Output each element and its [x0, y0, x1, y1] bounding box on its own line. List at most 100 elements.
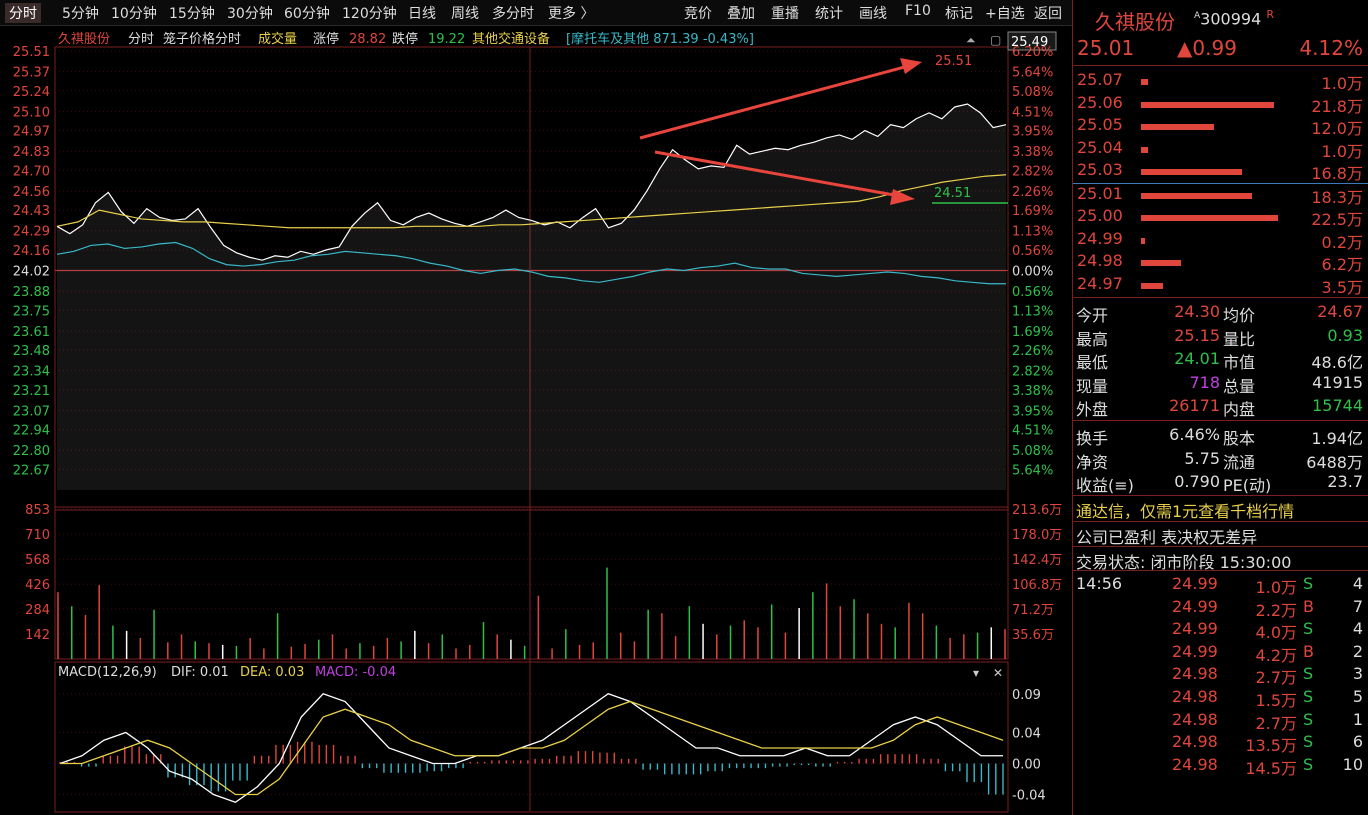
pct-tick-14: 1.69%: [1012, 325, 1053, 340]
book-divider: [1073, 183, 1368, 184]
stat-value2-1: 0.93: [1327, 325, 1363, 345]
trade-volume-7: 13.5万: [1245, 736, 1297, 756]
stat-value-1: 25.15: [1174, 325, 1220, 345]
book-bar-4: [1141, 169, 1243, 175]
tool-button-7[interactable]: +自选: [985, 6, 1025, 22]
book-price-1: 25.06: [1077, 92, 1123, 112]
trade-count-3: 2: [1352, 641, 1363, 661]
book-bar-8: [1141, 260, 1181, 266]
trade-price-6: 24.98: [1172, 709, 1218, 729]
pct-tick-9: 1.13%: [1012, 225, 1053, 240]
period-tab-10[interactable]: 更多 〉: [548, 6, 595, 22]
period-tab-4[interactable]: 30分钟: [227, 6, 273, 22]
dropdown-icon: ▾: [973, 666, 979, 680]
header-item-0: 久祺股份: [58, 32, 110, 47]
trade-side-4: S: [1303, 664, 1314, 684]
trade-volume-5: 1.5万: [1255, 691, 1297, 710]
stat2-value2-0: 1.94亿: [1311, 429, 1363, 448]
lower-arrow: [654, 150, 906, 199]
header-item-4: 涨停: [313, 31, 339, 47]
book-bar-0: [1141, 79, 1148, 85]
trade-count-2: 4: [1352, 619, 1363, 639]
stat-label2-2: 市值: [1223, 353, 1256, 372]
stat2-label2-0: 股本: [1223, 429, 1256, 448]
period-tab-9[interactable]: 多分时: [492, 6, 534, 22]
trade-count-0: 4: [1352, 574, 1363, 593]
price-tick-20: 22.80: [13, 444, 50, 459]
price-change: ▲0.99: [1177, 36, 1237, 60]
stat-label-3: 现量: [1076, 376, 1109, 396]
stat2-value-2: 0.790: [1174, 472, 1220, 491]
divider: [1073, 65, 1368, 66]
period-tab-5[interactable]: 60分钟: [284, 6, 330, 22]
book-volume-4: 16.8万: [1311, 164, 1363, 183]
book-price-4: 25.03: [1077, 160, 1123, 179]
book-bar-1: [1141, 101, 1274, 108]
period-tab-7[interactable]: 日线: [408, 6, 436, 22]
period-tab-1[interactable]: 5分钟: [62, 6, 99, 22]
price-tick-9: 24.29: [13, 225, 50, 240]
price-area-fill: [57, 104, 1006, 490]
avg-price-line: [56, 174, 1007, 229]
price-tick-2: 25.24: [13, 85, 50, 100]
stat2-value2-2: 23.7: [1327, 472, 1363, 491]
header-item-9: [摩托车及其他 871.39 -0.43%]: [566, 31, 754, 47]
pct-tick-7: 2.26%: [1012, 185, 1053, 200]
macd-value: MACD: -0.04: [315, 665, 396, 680]
stat-label-4: 外盘: [1076, 400, 1109, 419]
period-tab-6[interactable]: 120分钟: [342, 6, 397, 22]
book-volume-0: 1.0万: [1321, 74, 1363, 93]
trade-price-5: 24.98: [1172, 687, 1218, 706]
stat-value-2: 24.01: [1174, 349, 1220, 368]
promo-banner[interactable]: 通达信，仅需1元查看千档行情: [1076, 502, 1295, 521]
divider: [1073, 297, 1368, 298]
trade-count-5: 5: [1352, 687, 1363, 706]
trade-count-6: 1: [1352, 709, 1363, 729]
tool-button-2[interactable]: 重播: [771, 6, 799, 22]
book-bar-3: [1141, 146, 1148, 153]
price-tick-5: 24.83: [13, 145, 50, 160]
trade-count-1: 7: [1352, 596, 1363, 616]
price-tick-12: 23.88: [13, 285, 50, 300]
tool-button-4[interactable]: 画线: [859, 6, 887, 22]
volume-tick-0: 853: [25, 503, 50, 518]
stat2-label-1: 净资: [1076, 452, 1109, 472]
pct-tick-20: 5.08%: [1012, 444, 1053, 459]
stat2-value2-1: 6488万: [1306, 452, 1363, 472]
trade-time: 14:56: [1076, 574, 1123, 593]
book-volume-5: 18.3万: [1311, 187, 1363, 207]
period-tab-3[interactable]: 15分钟: [169, 6, 215, 22]
tool-button-6[interactable]: 标记: [945, 6, 973, 22]
tool-button-3[interactable]: 统计: [815, 6, 843, 22]
pct-tick-17: 3.38%: [1012, 384, 1053, 399]
trade-volume-4: 2.7万: [1255, 668, 1297, 688]
upper-arrow: [639, 63, 913, 140]
period-tab-0[interactable]: 分时: [5, 3, 41, 23]
pct-tick-15: 2.26%: [1012, 344, 1053, 359]
up-arrow-icon: ⏶: [966, 33, 976, 47]
period-tab-8[interactable]: 周线: [451, 6, 479, 22]
price-tick-13: 23.75: [13, 304, 50, 319]
macd-tick-2: 0.00: [1012, 758, 1041, 773]
trade-volume-2: 4.0万: [1255, 623, 1297, 643]
pct-tick-3: 4.51%: [1012, 105, 1053, 120]
price-tick-8: 24.43: [13, 204, 50, 219]
price-line: [56, 103, 1007, 261]
tool-button-8[interactable]: 返回: [1034, 6, 1062, 22]
tool-button-1[interactable]: 叠加: [727, 6, 755, 22]
price-tick-10: 24.16: [13, 244, 50, 259]
tool-button-0[interactable]: 竞价: [684, 6, 712, 22]
period-tab-2[interactable]: 10分钟: [111, 6, 157, 22]
trade-count-8: 10: [1342, 754, 1363, 774]
volume-tick-4: 284: [25, 603, 50, 618]
tool-button-5[interactable]: F10: [905, 3, 931, 19]
price-tick-16: 23.34: [13, 365, 50, 380]
panel-icon: ▢: [990, 33, 1001, 47]
book-volume-7: 0.2万: [1321, 232, 1363, 252]
trade-volume-6: 2.7万: [1255, 713, 1297, 733]
header-item-5: 28.82: [349, 32, 386, 47]
pct-tick-11: 0.00%: [1012, 265, 1053, 280]
pct-tick-13: 1.13%: [1012, 304, 1053, 319]
trade-side-6: S: [1303, 709, 1314, 729]
stat-value2-3: 41915: [1312, 372, 1363, 392]
